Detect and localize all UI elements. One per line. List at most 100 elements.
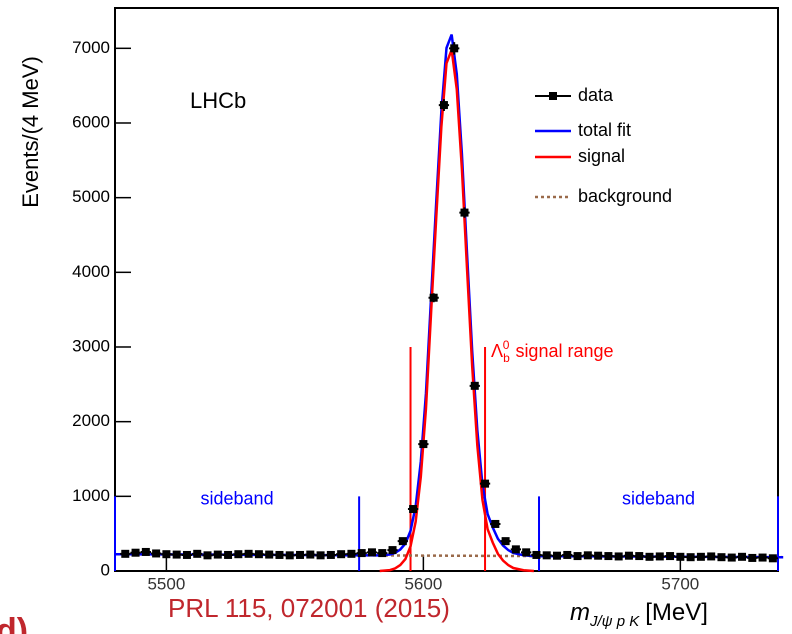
- x-tick-label: 5600: [404, 574, 442, 593]
- y-tick-label: 3000: [72, 336, 110, 355]
- data-point: [162, 550, 171, 559]
- data-point: [182, 550, 191, 559]
- sideband-label: sideband: [622, 488, 695, 508]
- x-axis-title: mJ/ψ p K [MeV]: [570, 599, 708, 630]
- reference: PRL 115, 072001 (2015): [168, 593, 450, 623]
- x-tick-label: 5700: [661, 574, 699, 593]
- data-point: [573, 552, 582, 561]
- data-point: [316, 551, 325, 560]
- data-point: [131, 548, 140, 557]
- data-point: [635, 552, 644, 561]
- sideband-label: sideband: [201, 488, 274, 508]
- legend-label: signal: [578, 146, 625, 166]
- data-point: [254, 550, 263, 559]
- x-axis-subscript: J/ψ p K: [589, 613, 640, 630]
- data-point: [409, 505, 418, 514]
- legend-label: total fit: [578, 120, 631, 140]
- data-point: [542, 551, 551, 560]
- data-point: [604, 552, 613, 561]
- signal-range-label: Λb0 signal range: [491, 338, 613, 365]
- data-point: [285, 551, 294, 560]
- y-tick-label: 6000: [72, 112, 110, 131]
- data-point: [748, 553, 757, 562]
- y-tick-label: 7000: [72, 38, 110, 57]
- data-point: [306, 550, 315, 559]
- data-point: [193, 549, 202, 558]
- signal-range-sub: b: [503, 351, 510, 365]
- data-point: [532, 550, 541, 559]
- data-point: [594, 551, 603, 560]
- data-point: [686, 553, 695, 562]
- data-point: [614, 552, 623, 561]
- fit-curve: [114, 34, 784, 559]
- data-point: [696, 552, 705, 561]
- data-point: [224, 550, 233, 559]
- data-point: [655, 552, 664, 561]
- data-point: [439, 101, 448, 110]
- data-point: [172, 550, 181, 559]
- data-point: [347, 549, 356, 558]
- y-tick-label: 2000: [72, 411, 110, 430]
- data-point: [367, 548, 376, 557]
- data-point: [398, 537, 407, 546]
- data-point: [583, 551, 592, 560]
- data-point: [522, 548, 531, 557]
- data-point: [265, 550, 274, 559]
- panel-label: d): [0, 612, 28, 634]
- data-point: [707, 552, 716, 561]
- data-point: [234, 550, 243, 559]
- data-point: [470, 381, 479, 390]
- signal-range-sup: 0: [503, 338, 510, 352]
- data-point: [275, 550, 284, 559]
- signal-range-symbol: Λ: [491, 341, 503, 361]
- y-axis-title: Events/(4 MeV): [18, 56, 43, 208]
- data-point: [491, 519, 500, 528]
- data-point: [624, 551, 633, 560]
- data-point: [429, 293, 438, 302]
- data-point: [717, 553, 726, 562]
- data-point: [481, 479, 490, 488]
- x-axis-symbol: m: [570, 599, 590, 626]
- data-point: [337, 550, 346, 559]
- data-point: [501, 537, 510, 546]
- data-point: [152, 549, 161, 558]
- legend-label: background: [578, 186, 672, 206]
- data-point: [121, 549, 130, 558]
- data-point: [296, 550, 305, 559]
- data-point: [645, 552, 654, 561]
- data-point: [203, 551, 212, 560]
- data-point: [738, 552, 747, 561]
- data-point: [727, 553, 736, 562]
- data-point: [244, 549, 253, 558]
- legend-swatch: [549, 92, 557, 100]
- experiment-label: LHCb: [190, 88, 246, 113]
- y-tick-label: 0: [101, 560, 110, 579]
- plot-frame: [114, 7, 779, 572]
- fit-curve: [379, 49, 534, 573]
- y-tick-label: 5000: [72, 187, 110, 206]
- data-point: [758, 553, 767, 562]
- legend-label: data: [578, 85, 614, 105]
- data-point: [768, 554, 777, 563]
- data-point: [460, 208, 469, 217]
- data-point: [676, 552, 685, 561]
- x-tick-label: 5500: [147, 574, 185, 593]
- data-point: [563, 550, 572, 559]
- data-point: [511, 545, 520, 554]
- data-point: [357, 549, 366, 558]
- data-point: [450, 44, 459, 53]
- data-point: [378, 549, 387, 558]
- data-point: [419, 440, 428, 449]
- data-point: [553, 551, 561, 560]
- y-tick-label: 4000: [72, 262, 110, 281]
- y-tick-label: 1000: [72, 486, 110, 505]
- signal-range-text: signal range: [515, 341, 613, 361]
- data-point: [213, 550, 222, 559]
- data-point: [388, 546, 397, 555]
- x-axis-unit: [MeV]: [645, 599, 708, 626]
- data-point: [666, 552, 675, 561]
- data-point: [326, 550, 335, 559]
- data-point: [141, 547, 150, 556]
